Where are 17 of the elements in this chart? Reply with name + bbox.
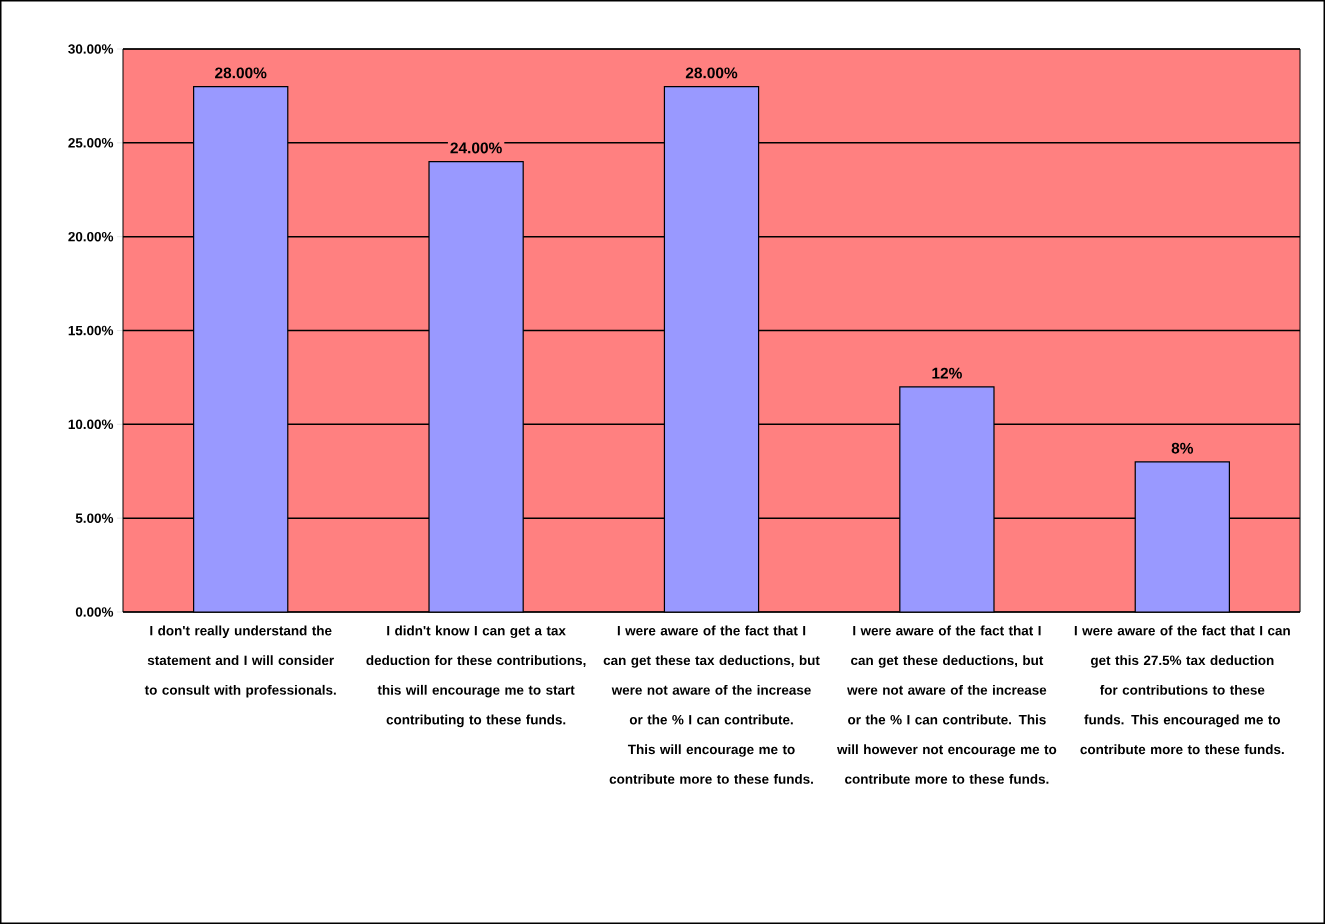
y-tick-label: 10.00% <box>68 419 114 430</box>
y-tick-label: 5.00% <box>75 513 114 523</box>
category-label: I didn't know I can get a tax deduction for these contributions, this will encourage me to start contributing to these funds. <box>366 625 586 728</box>
data-label: 8% <box>1171 442 1194 454</box>
category-label: I don't really understand the statement and I will consider to consult with professionals. <box>144 625 336 698</box>
y-tick-label: 30.00% <box>68 44 114 54</box>
y-tick-label: 20.00% <box>68 231 114 242</box>
y-tick-label: 15.00% <box>68 325 114 336</box>
data-label: 12% <box>932 367 962 379</box>
y-tick-label: 25.00% <box>68 138 114 148</box>
category-label: I were aware of the fact that I can get these tax deductions, but were not aware of the increase or the % I can contribute. This will encourage me to contribute more to these funds. <box>603 625 820 784</box>
data-label: 28.00% <box>215 67 267 79</box>
data-label: 28.00% <box>685 67 738 79</box>
data-label: 24.00% <box>450 142 502 154</box>
y-tick-label: 0.00% <box>75 607 114 617</box>
category-label: I were aware of the fact that I can get these deductions, but were not aware of the increase or the % I can contribute. This will however not encourage me to contribute more to these funds. <box>837 625 1057 784</box>
category-label: I were aware of the fact that I can get this 27.5% tax deduction for contributions to these funds. This encouraged me to contribute more to these funds. <box>1074 625 1290 755</box>
